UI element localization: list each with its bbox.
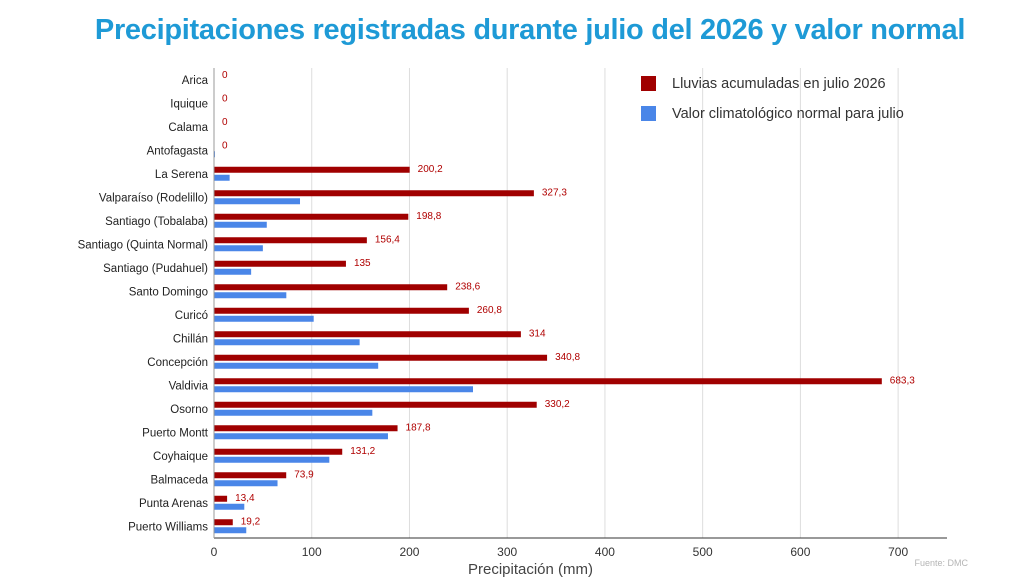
category-label: Curicó: [175, 310, 208, 322]
bar-accumulated: [214, 284, 448, 291]
bar-normal: [214, 339, 360, 346]
x-tick-label: 500: [693, 545, 713, 559]
bar-accumulated: [214, 378, 882, 385]
legend-label: Valor climatológico normal para julio: [672, 106, 904, 122]
category-labels: Arica Iquique Calama Antofagasta La Serena Va…: [78, 75, 209, 534]
bar-normal: [214, 480, 278, 487]
bar-normal: [214, 456, 330, 463]
value-label: 330,2: [545, 399, 570, 410]
category-label: Valdivia: [169, 380, 209, 392]
category-label: Santiago (Quinta Normal): [78, 239, 209, 251]
bar-normal: [214, 268, 252, 275]
value-label: 0: [222, 140, 228, 151]
value-label: 340,8: [555, 352, 580, 363]
value-label: 198,8: [416, 211, 441, 222]
x-tick-label: 100: [302, 545, 322, 559]
bars: [214, 80, 882, 534]
legend: Lluvias acumuladas en julio 2026 Valor cl…: [641, 76, 904, 122]
value-label: 135: [354, 258, 371, 269]
x-tick-label: 600: [790, 545, 810, 559]
category-label: Calama: [168, 122, 208, 134]
source-note: Fuente: DMC: [914, 558, 968, 568]
value-label: 0: [222, 93, 228, 104]
bar-normal: [214, 221, 267, 228]
category-label: Chillán: [173, 333, 208, 345]
category-label: Santo Domingo: [129, 286, 208, 298]
bar-normal: [214, 527, 247, 534]
category-label: Punta Arenas: [139, 498, 208, 510]
legend-swatch: [641, 106, 656, 121]
value-label: 73,9: [294, 469, 314, 480]
category-label: Santiago (Tobalaba): [105, 216, 208, 228]
bar-accumulated: [214, 260, 346, 267]
bar-accumulated: [214, 495, 228, 502]
x-tick-label: 300: [497, 545, 517, 559]
value-labels: 0 0 0 0 200,2 327,3 198,8 156,4 135 238,6 260,8 314…: [222, 70, 915, 528]
category-label: Antofagasta: [147, 145, 209, 157]
category-label: Valparaíso (Rodelillo): [99, 192, 208, 204]
bar-accumulated: [214, 190, 534, 197]
bar-normal: [214, 409, 373, 416]
category-label: Puerto Williams: [128, 521, 208, 533]
chart-title: Precipitaciones registradas durante juli…: [94, 14, 966, 46]
value-label: 260,8: [477, 305, 502, 316]
bar-normal: [214, 386, 473, 393]
legend-label: Lluvias acumuladas en julio 2026: [672, 76, 886, 92]
category-label: Coyhaique: [153, 451, 208, 463]
category-label: Puerto Montt: [142, 427, 209, 439]
x-tick-label: 0: [211, 545, 218, 559]
category-label: Arica: [182, 75, 209, 87]
gridlines: [311, 68, 899, 538]
bar-accumulated: [214, 425, 398, 432]
category-label: Santiago (Pudahuel): [103, 263, 208, 275]
legend-swatch: [641, 76, 656, 91]
category-label: Osorno: [170, 404, 208, 416]
bar-normal: [214, 174, 230, 181]
bar-accumulated: [214, 331, 521, 338]
value-label: 0: [222, 70, 228, 81]
bar-accumulated: [214, 472, 287, 479]
value-label: 327,3: [542, 187, 567, 198]
bar-accumulated: [214, 307, 469, 314]
bar-normal: [214, 433, 388, 440]
value-label: 13,4: [235, 493, 255, 504]
bar-accumulated: [214, 354, 548, 361]
category-label: Iquique: [170, 98, 208, 110]
x-tick-label: 700: [888, 545, 908, 559]
x-axis-title: Precipitación (mm): [468, 561, 593, 578]
value-label: 19,2: [241, 516, 261, 527]
bar-normal: [214, 245, 263, 252]
bar-accumulated: [214, 237, 367, 244]
bar-accumulated: [214, 448, 343, 455]
bar-accumulated: [214, 166, 410, 173]
bar-accumulated: [214, 519, 233, 526]
bar-accumulated: [214, 401, 537, 408]
category-label: La Serena: [155, 169, 209, 181]
value-label: 131,2: [350, 446, 375, 457]
x-tick-labels: 0 100 200 300 400 500 600 700: [211, 545, 909, 559]
category-label: Balmaceda: [150, 474, 208, 486]
value-label: 238,6: [455, 281, 480, 292]
value-label: 314: [529, 328, 546, 339]
bar-normal: [214, 292, 287, 299]
value-label: 683,3: [890, 375, 915, 386]
value-label: 187,8: [406, 422, 431, 433]
x-tick-label: 200: [399, 545, 419, 559]
bar-normal: [214, 315, 314, 322]
bar-normal: [214, 503, 245, 510]
value-label: 200,2: [418, 164, 443, 175]
value-label: 0: [222, 117, 228, 128]
x-tick-label: 400: [595, 545, 615, 559]
bar-normal: [214, 362, 379, 369]
value-label: 156,4: [375, 234, 400, 245]
bar-normal: [214, 198, 301, 205]
category-label: Concepción: [147, 357, 208, 369]
bar-accumulated: [214, 213, 409, 220]
